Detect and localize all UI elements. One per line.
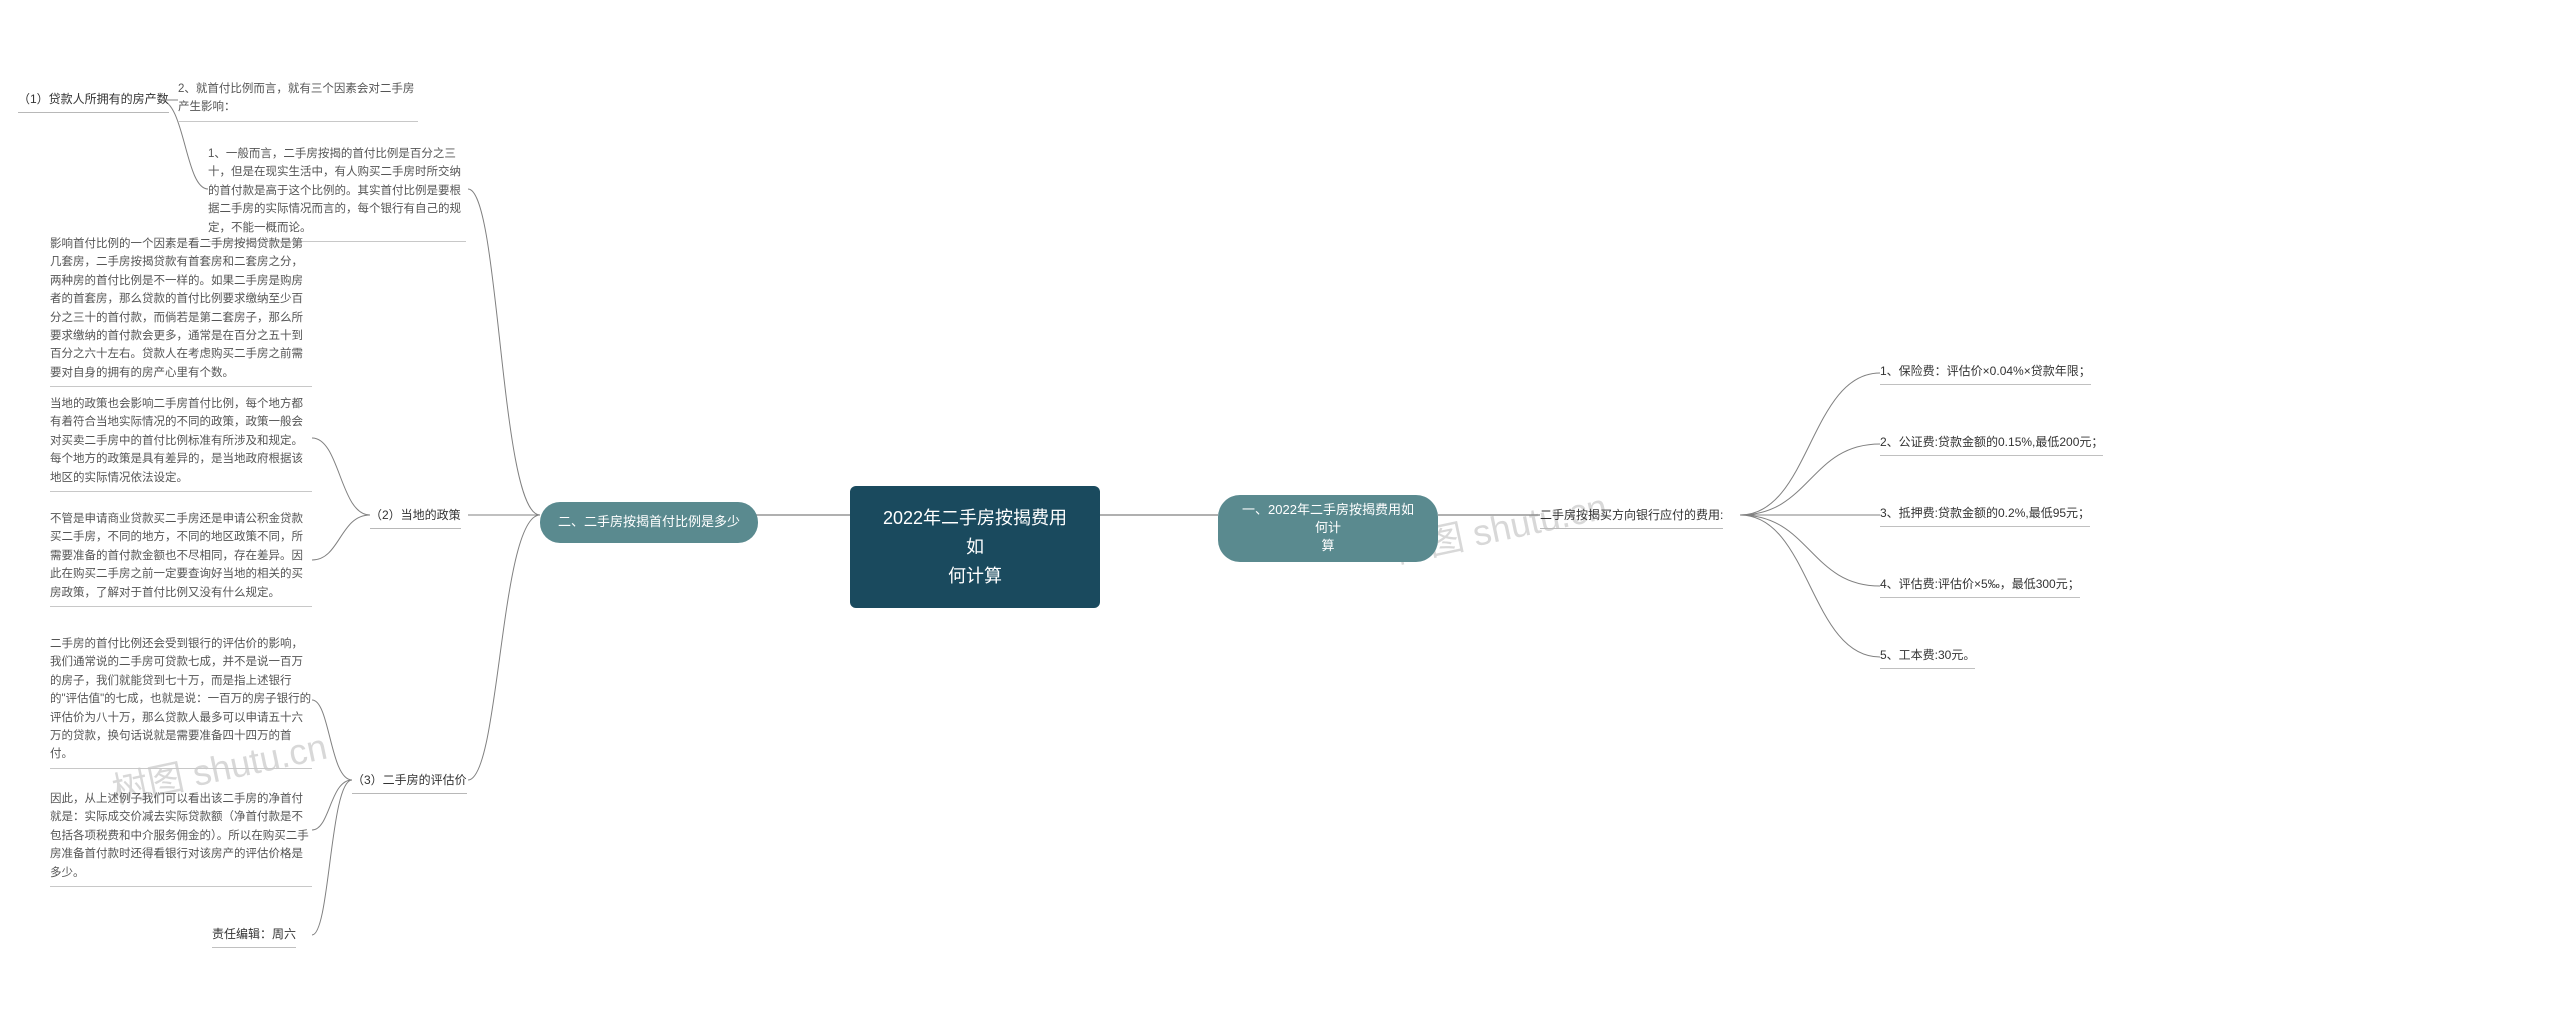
sub-b-box1: 当地的政策也会影响二手房首付比例，每个地方都有着符合当地实际情况的不同的政策，政…: [50, 395, 312, 492]
sub-c-label: （3）二手房的评估价: [352, 771, 467, 794]
sub-a-box1: 影响首付比例的一个因素是看二手房按揭贷款是第几套房，二手房按揭贷款有首套房和二套…: [50, 235, 312, 387]
fee-item-1: 1、保险费：评估价×0.04%×贷款年限；: [1880, 362, 2091, 385]
right-sub-fees: 二手房按揭买方向银行应付的费用:: [1540, 506, 1723, 529]
branch-one-label: 一、2022年二手房按揭费用如何计 算: [1242, 502, 1414, 553]
sub-a-label: （1）贷款人所拥有的房产数: [18, 90, 169, 113]
fee-item-5: 5、工本费:30元。: [1880, 646, 1975, 669]
fee-item-2: 2、公证费:贷款金额的0.15%,最低200元；: [1880, 433, 2103, 456]
branch-two: 二、二手房按揭首付比例是多少: [540, 502, 758, 543]
fee-item-3: 3、抵押费:贷款金额的0.2%,最低95元；: [1880, 504, 2090, 527]
sub-c-box3: 责任编辑：周六: [212, 925, 296, 948]
sub-b-box2: 不管是申请商业贷款买二手房还是申请公积金贷款买二手房，不同的地方，不同的地区政策…: [50, 510, 312, 607]
fee-item-4: 4、评估费:评估价×5‰，最低300元；: [1880, 575, 2080, 598]
sub-a-text: 2、就首付比例而言，就有三个因素会对二手房产生影响：: [178, 80, 418, 122]
sub-c-box2: 因此，从上述例子我们可以看出该二手房的净首付就是：实际成交价减去实际贷款额（净首…: [50, 790, 312, 887]
root-title: 2022年二手房按揭费用如 何计算: [878, 504, 1072, 590]
sub-a-box0: 1、一般而言，二手房按揭的首付比例是百分之三十，但是在现实生活中，有人购买二手房…: [208, 145, 466, 242]
branch-one: 一、2022年二手房按揭费用如何计 算: [1218, 495, 1438, 562]
sub-b-label: （2）当地的政策: [370, 506, 461, 529]
sub-c-box1: 二手房的首付比例还会受到银行的评估价的影响，我们通常说的二手房可贷款七成，并不是…: [50, 635, 312, 769]
root-node: 2022年二手房按揭费用如 何计算: [850, 486, 1100, 608]
